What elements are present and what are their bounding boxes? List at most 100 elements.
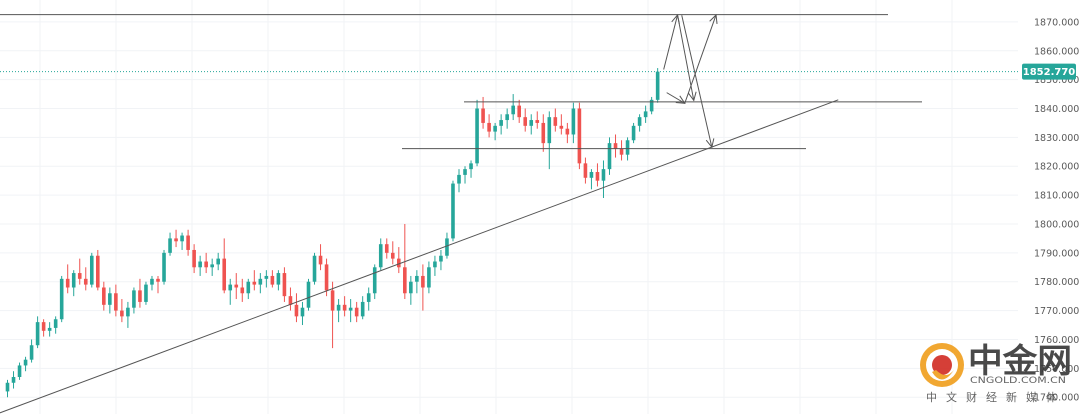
candle [607, 137, 612, 175]
candle-body [306, 281, 311, 308]
candle-body [114, 293, 118, 311]
candle-body [264, 275, 269, 279]
candle-body [655, 71, 660, 100]
candle-body [595, 172, 600, 181]
candle-body [294, 304, 299, 317]
candle [174, 229, 178, 248]
candle [210, 258, 214, 276]
candle [306, 278, 311, 311]
projection-arrow [663, 14, 695, 101]
candle-body [330, 290, 335, 311]
candle-body [126, 307, 130, 317]
candle [529, 114, 534, 135]
candle [439, 249, 443, 271]
candle-body [77, 273, 82, 279]
candle [372, 264, 377, 300]
candle-body [270, 275, 275, 285]
y-tick-label: 1820.000 [1034, 162, 1079, 173]
candle-body [83, 278, 88, 285]
candle-body [192, 249, 196, 268]
candle-body [180, 235, 184, 242]
candle [23, 356, 28, 372]
candle-body [11, 376, 16, 383]
candle [156, 275, 160, 294]
candle-body [150, 278, 154, 285]
candle-body [571, 108, 576, 135]
candle [126, 301, 130, 328]
candle [601, 160, 606, 198]
candle-body [637, 117, 642, 126]
candle-body [384, 244, 389, 253]
candle [517, 99, 521, 123]
candle [342, 296, 347, 317]
candle-body [132, 290, 136, 308]
candle-body [324, 264, 329, 291]
candle-body [631, 125, 636, 141]
candle [589, 169, 594, 190]
candle [216, 252, 220, 271]
candle [559, 114, 564, 135]
candle-body [318, 255, 323, 265]
candle-body [246, 281, 251, 294]
candle-body [17, 365, 22, 377]
candle [366, 287, 371, 311]
candle [102, 281, 106, 311]
candle [59, 275, 64, 323]
candle [132, 287, 136, 314]
candle-body [529, 120, 534, 126]
candle [415, 270, 419, 294]
candle [288, 287, 293, 311]
watermark: 中金网 CNGOLD.COM.CN 中文财经新媒体 [920, 341, 1072, 404]
candle [17, 362, 22, 380]
watermark-brand: 中金网 [968, 341, 1072, 380]
candle-body [71, 273, 76, 288]
candle [451, 180, 455, 242]
candle-body [427, 267, 431, 288]
candle-body [378, 244, 383, 268]
candle-body [312, 255, 317, 282]
candle-body [553, 117, 558, 126]
current-price-label: 1852.770 [1023, 67, 1076, 78]
candle-body [439, 255, 443, 262]
candle-body [162, 252, 166, 282]
candle-body [336, 304, 341, 311]
candle [511, 94, 515, 121]
candle [547, 111, 552, 170]
candle-body [613, 143, 618, 149]
candle-body [457, 174, 461, 184]
candle-body [625, 140, 630, 155]
candle-body [360, 301, 365, 317]
candle [619, 140, 624, 161]
y-tick-label: 1740.000 [1034, 393, 1079, 404]
candle-body [240, 287, 245, 294]
candle [354, 301, 359, 323]
candle [96, 249, 100, 291]
candle [348, 299, 353, 323]
y-tick-label: 1760.000 [1034, 335, 1079, 346]
candle [463, 166, 467, 184]
candle-body [23, 359, 28, 366]
candle-body [601, 169, 606, 181]
candle [523, 108, 528, 132]
drawings [0, 13, 1018, 414]
y-tick-label: 1770.000 [1034, 306, 1079, 317]
candle-body [89, 255, 94, 285]
candle-body [35, 322, 40, 346]
candle [47, 322, 52, 337]
y-tick-label: 1870.000 [1034, 17, 1079, 28]
candle [294, 293, 299, 323]
candle [378, 238, 383, 271]
candle-body [53, 319, 58, 328]
candle-body [547, 117, 552, 144]
candle-body [156, 278, 160, 282]
candle [397, 247, 401, 274]
candle [11, 371, 16, 389]
y-tick-label: 1830.000 [1034, 133, 1079, 144]
candles [5, 68, 660, 398]
candle-body [559, 125, 564, 129]
candle [499, 114, 503, 135]
candle [77, 258, 82, 285]
candle-body [589, 172, 594, 178]
